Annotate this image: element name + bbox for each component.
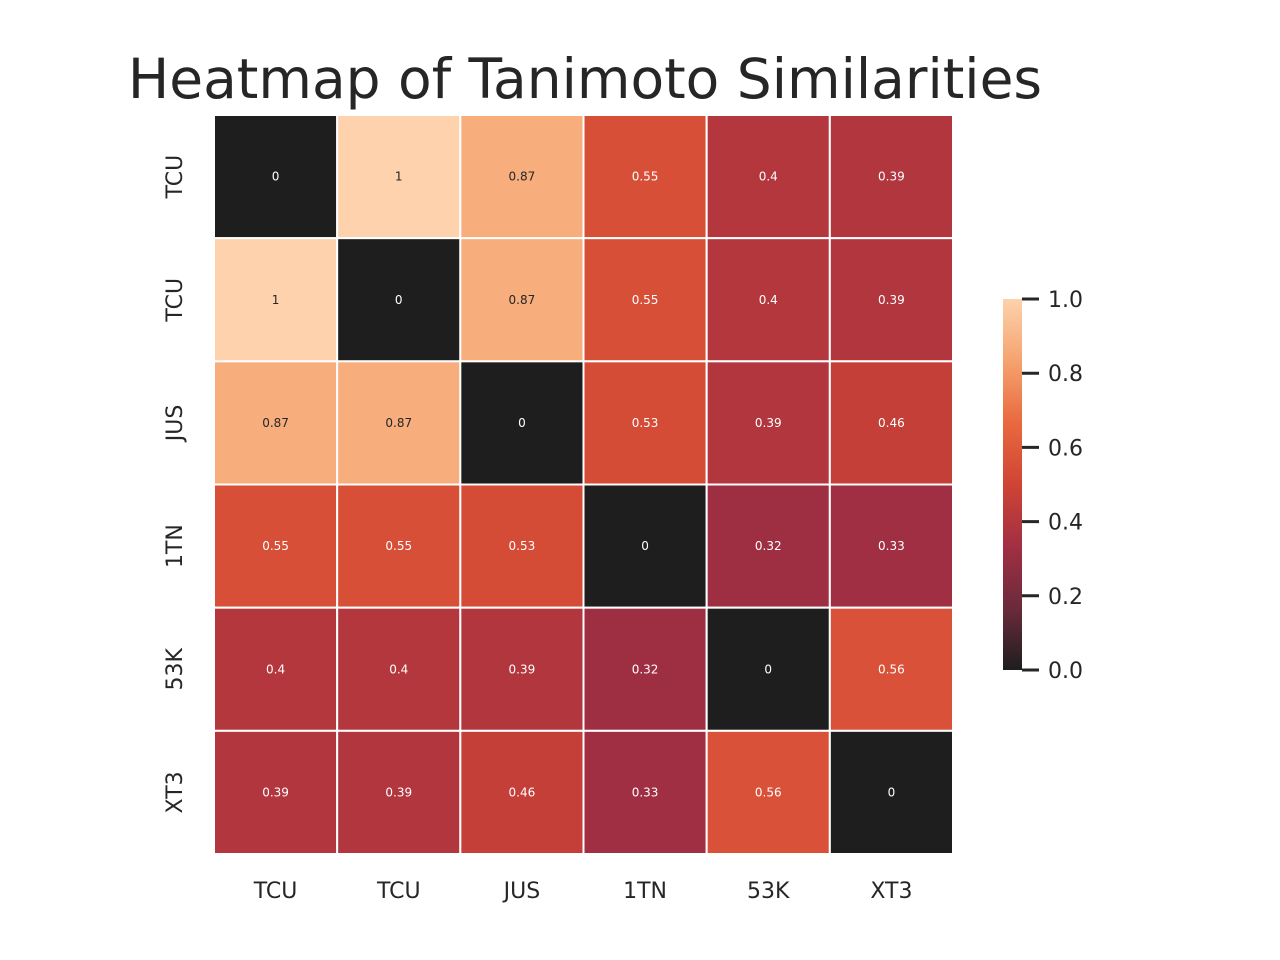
colorbar-tick-label: 0.6: [1048, 436, 1083, 461]
heatmap-cell: [213, 114, 339, 240]
cell-value-label: 1: [395, 170, 403, 184]
cell-value-label: 0.4: [389, 662, 408, 676]
cell-value-label: 0.87: [262, 416, 289, 430]
heatmap-cell: [213, 606, 339, 732]
cell-value-label: 0.53: [632, 416, 659, 430]
heatmap-cells: 0 1 0.87 0.55 0.4 0.39 1 0 0.87 0.55 0.4 0.39 0.87 0.…: [213, 114, 954, 855]
x-tick-label: TCU: [376, 879, 421, 904]
cell-value-label: 0.39: [385, 785, 412, 799]
heatmap-cell: [459, 606, 585, 732]
colorbar-tick-label: 0.8: [1048, 362, 1083, 387]
cell-value-label: 0: [764, 662, 772, 676]
x-tick-label: JUS: [502, 879, 541, 904]
cell-value-label: 0.39: [262, 785, 289, 799]
cell-value-label: 0.55: [385, 539, 412, 553]
y-tick-label: XT3: [163, 771, 188, 813]
heatmap-cell: [705, 729, 831, 855]
colorbar-gradient: [1003, 299, 1022, 670]
cell-value-label: 0.55: [262, 539, 289, 553]
cell-value-label: 0.39: [878, 293, 905, 307]
cell-value-label: 0.87: [509, 170, 536, 184]
heatmap-cell: [705, 606, 831, 732]
y-tick-label: TCU: [163, 278, 188, 323]
heatmap-cell: [336, 360, 462, 486]
cell-value-label: 0: [272, 170, 280, 184]
colorbar: 0.0 0.2 0.4 0.6 0.8 1.0: [1003, 288, 1083, 684]
x-axis-labels: TCU TCU JUS 1TN 53K XT3: [253, 879, 913, 904]
colorbar-tick-label: 1.0: [1048, 288, 1083, 313]
x-tick-label: 53K: [747, 879, 790, 904]
heatmap-cell: [582, 729, 708, 855]
y-axis-labels: TCU TCU JUS 1TN 53K XT3: [163, 155, 188, 814]
heatmap-cell: [336, 483, 462, 609]
chart-title: Heatmap of Tanimoto Similarities: [128, 47, 1042, 111]
heatmap-cell: [213, 483, 339, 609]
cell-value-label: 0.46: [509, 785, 536, 799]
cell-value-label: 0: [395, 293, 403, 307]
x-tick-label: 1TN: [623, 879, 667, 904]
heatmap-cell: [828, 483, 954, 609]
heatmap-cell: [582, 483, 708, 609]
cell-value-label: 0.56: [755, 785, 782, 799]
cell-value-label: 0.39: [878, 170, 905, 184]
heatmap-cell: [705, 360, 831, 486]
colorbar-tick-label: 0.2: [1048, 585, 1083, 610]
cell-value-label: 0.46: [878, 416, 905, 430]
cell-value-label: 0.39: [755, 416, 782, 430]
heatmap-cell: [828, 114, 954, 240]
cell-value-label: 0.87: [385, 416, 412, 430]
cell-value-label: 1: [272, 293, 280, 307]
colorbar-ticks: 0.0 0.2 0.4 0.6 0.8 1.0: [1022, 288, 1083, 684]
heatmap-cell: [336, 114, 462, 240]
cell-value-label: 0.33: [878, 539, 905, 553]
cell-value-label: 0.4: [759, 293, 778, 307]
colorbar-tick-label: 0.0: [1048, 659, 1083, 684]
heatmap-cell: [582, 360, 708, 486]
heatmap-cell: [459, 483, 585, 609]
cell-value-label: 0.4: [759, 170, 778, 184]
heatmap-cell: [459, 114, 585, 240]
x-tick-label: XT3: [870, 879, 912, 904]
cell-value-label: 0.33: [632, 785, 659, 799]
y-tick-label: 1TN: [163, 524, 188, 568]
cell-value-label: 0.56: [878, 662, 905, 676]
cell-value-label: 0.53: [509, 539, 536, 553]
heatmap-cell: [705, 483, 831, 609]
heatmap-cell: [582, 606, 708, 732]
cell-value-label: 0.55: [632, 293, 659, 307]
cell-value-label: 0.4: [266, 662, 285, 676]
heatmap-cell: [828, 606, 954, 732]
y-tick-label: TCU: [163, 155, 188, 200]
cell-value-label: 0: [518, 416, 526, 430]
cell-value-label: 0.32: [632, 662, 659, 676]
y-tick-label: 53K: [163, 647, 188, 690]
heatmap-cell: [828, 360, 954, 486]
y-tick-label: JUS: [163, 405, 188, 444]
cell-value-label: 0.55: [632, 170, 659, 184]
cell-value-label: 0.87: [509, 293, 536, 307]
colorbar-tick-label: 0.4: [1048, 511, 1083, 536]
heatmap-cell: [582, 237, 708, 363]
cell-value-label: 0: [888, 785, 896, 799]
heatmap-cell: [828, 237, 954, 363]
cell-value-label: 0: [641, 539, 649, 553]
heatmap-cell: [828, 729, 954, 855]
heatmap-cell: [336, 237, 462, 363]
cell-value-label: 0.32: [755, 539, 782, 553]
heatmap-cell: [213, 729, 339, 855]
cell-value-label: 0.39: [509, 662, 536, 676]
x-tick-label: TCU: [253, 879, 298, 904]
